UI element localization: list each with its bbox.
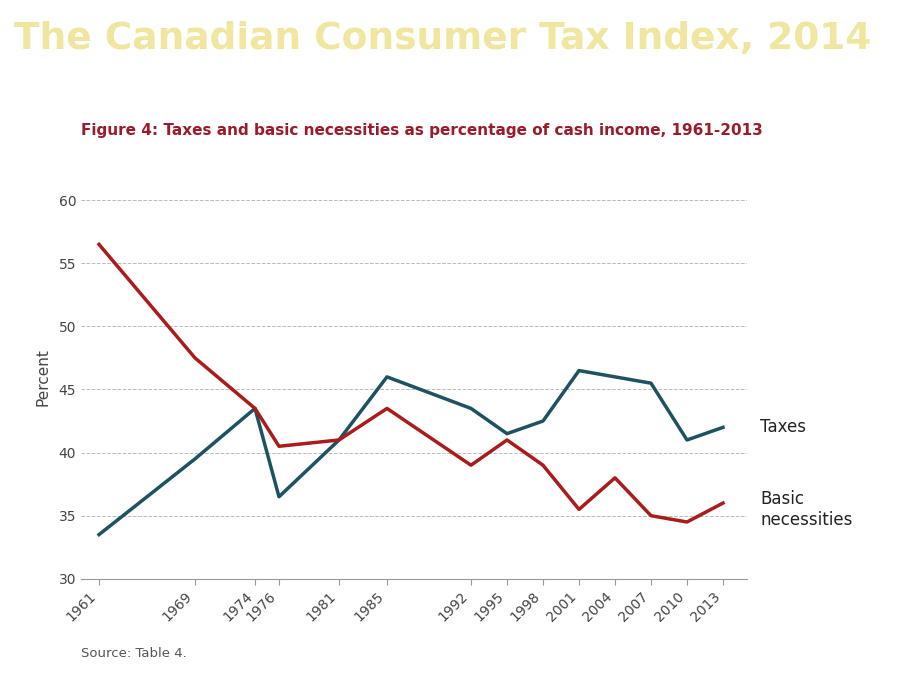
Y-axis label: Percent: Percent	[35, 348, 50, 406]
Text: The Canadian Consumer Tax Index, 2014: The Canadian Consumer Tax Index, 2014	[14, 21, 871, 57]
Text: Source: Table 4.: Source: Table 4.	[81, 647, 187, 660]
Text: Taxes: Taxes	[760, 419, 806, 436]
Text: Figure 4: Taxes and basic necessities as percentage of cash income, 1961-2013: Figure 4: Taxes and basic necessities as…	[81, 123, 763, 138]
Text: Basic
necessities: Basic necessities	[760, 490, 853, 529]
